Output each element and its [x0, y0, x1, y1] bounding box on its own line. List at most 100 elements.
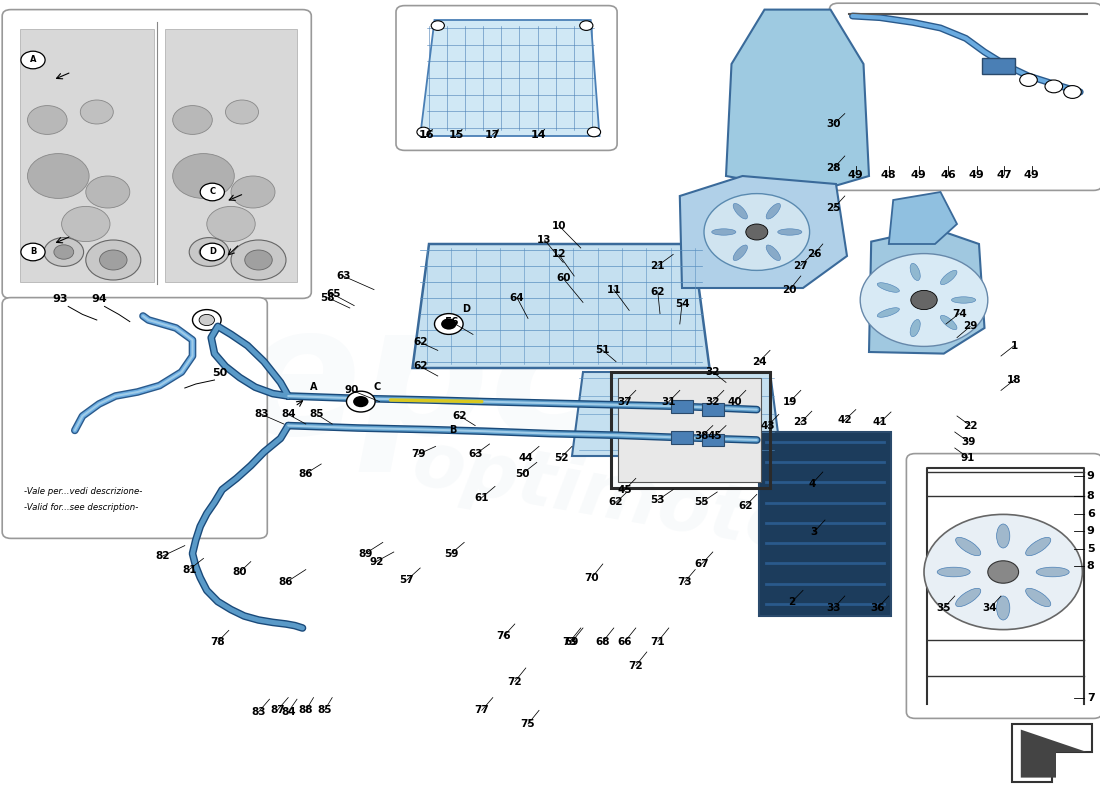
Text: 91: 91 — [960, 453, 976, 462]
Text: 87: 87 — [270, 706, 285, 715]
Circle shape — [200, 243, 224, 261]
Text: 9: 9 — [1087, 526, 1094, 536]
Text: 71: 71 — [650, 637, 666, 646]
Circle shape — [28, 106, 67, 134]
Text: 34: 34 — [982, 603, 998, 613]
Text: C: C — [209, 187, 216, 197]
Text: 57: 57 — [399, 575, 415, 585]
Circle shape — [44, 238, 84, 266]
Circle shape — [988, 561, 1019, 583]
Ellipse shape — [997, 596, 1010, 620]
Text: 62: 62 — [452, 411, 468, 421]
Text: 92: 92 — [368, 557, 384, 566]
Circle shape — [173, 154, 234, 198]
Circle shape — [199, 245, 219, 259]
Text: 29: 29 — [962, 322, 978, 331]
Text: 77: 77 — [474, 706, 490, 715]
Polygon shape — [869, 228, 984, 354]
Circle shape — [207, 206, 255, 242]
Circle shape — [173, 106, 212, 134]
Text: 19: 19 — [782, 397, 797, 406]
Text: 52: 52 — [553, 453, 569, 462]
Text: 4: 4 — [808, 479, 815, 489]
Bar — [702, 434, 724, 446]
Circle shape — [189, 238, 229, 266]
Text: 85: 85 — [317, 706, 332, 715]
Text: -Valid for...see description-: -Valid for...see description- — [24, 503, 139, 513]
Text: 54: 54 — [674, 299, 690, 309]
Text: A: A — [30, 55, 36, 65]
Text: 81: 81 — [182, 565, 197, 574]
Circle shape — [431, 21, 444, 30]
Text: B: B — [449, 426, 456, 435]
Text: 3: 3 — [811, 527, 817, 537]
Text: 48: 48 — [881, 170, 896, 180]
Bar — [671, 431, 693, 444]
Text: 83: 83 — [254, 410, 270, 419]
Circle shape — [226, 100, 258, 124]
Circle shape — [54, 245, 74, 259]
Circle shape — [1045, 80, 1063, 93]
Text: 8: 8 — [1087, 491, 1094, 501]
Text: 24: 24 — [751, 357, 767, 366]
Text: 51: 51 — [595, 346, 610, 355]
Text: 16: 16 — [419, 130, 435, 139]
Text: 63: 63 — [336, 271, 351, 281]
Circle shape — [860, 254, 988, 346]
Text: 12: 12 — [551, 250, 566, 259]
Text: 32: 32 — [705, 397, 720, 406]
Text: 79: 79 — [410, 450, 426, 459]
Circle shape — [746, 224, 768, 240]
FancyBboxPatch shape — [396, 6, 617, 150]
Polygon shape — [726, 10, 869, 192]
Text: 14: 14 — [531, 130, 547, 139]
Text: A: A — [310, 382, 318, 392]
Circle shape — [924, 514, 1082, 630]
Circle shape — [244, 250, 273, 270]
Text: 31: 31 — [661, 397, 676, 406]
Text: 49: 49 — [1024, 170, 1040, 180]
Text: 73: 73 — [676, 578, 692, 587]
Text: B: B — [30, 247, 36, 257]
Text: 61: 61 — [474, 493, 490, 502]
Text: 62: 62 — [738, 501, 754, 510]
Circle shape — [587, 127, 601, 137]
Text: 50: 50 — [515, 469, 530, 478]
Bar — [20, 29, 154, 282]
Text: 2: 2 — [789, 597, 795, 606]
Circle shape — [100, 250, 128, 270]
Text: 22: 22 — [962, 421, 978, 430]
Text: 83: 83 — [251, 707, 266, 717]
Text: 93: 93 — [53, 294, 68, 304]
Ellipse shape — [733, 203, 748, 219]
Text: 86: 86 — [278, 578, 294, 587]
Polygon shape — [412, 244, 710, 368]
Polygon shape — [1021, 730, 1087, 778]
Text: 42: 42 — [837, 415, 852, 425]
Text: 53: 53 — [650, 495, 666, 505]
FancyBboxPatch shape — [2, 298, 267, 538]
Ellipse shape — [712, 229, 736, 235]
Ellipse shape — [1025, 538, 1050, 556]
Text: 37: 37 — [617, 397, 632, 406]
Bar — [671, 400, 693, 413]
Text: 49: 49 — [848, 170, 864, 180]
Text: 59: 59 — [443, 549, 459, 558]
Text: 65: 65 — [326, 290, 341, 299]
Bar — [618, 378, 761, 482]
Ellipse shape — [952, 297, 976, 303]
Text: 82: 82 — [155, 551, 170, 561]
Circle shape — [200, 183, 224, 201]
Text: 32: 32 — [705, 367, 720, 377]
Text: 72: 72 — [507, 677, 522, 686]
Text: 43: 43 — [760, 421, 775, 430]
Text: -Vale per...vedi descrizione-: -Vale per...vedi descrizione- — [24, 487, 143, 496]
Polygon shape — [759, 432, 891, 616]
Circle shape — [21, 51, 45, 69]
Text: 49: 49 — [969, 170, 984, 180]
Text: 58: 58 — [320, 293, 336, 302]
Text: 15: 15 — [449, 130, 464, 139]
Ellipse shape — [733, 245, 748, 261]
Text: 45: 45 — [707, 431, 723, 441]
Text: 49: 49 — [911, 170, 926, 180]
